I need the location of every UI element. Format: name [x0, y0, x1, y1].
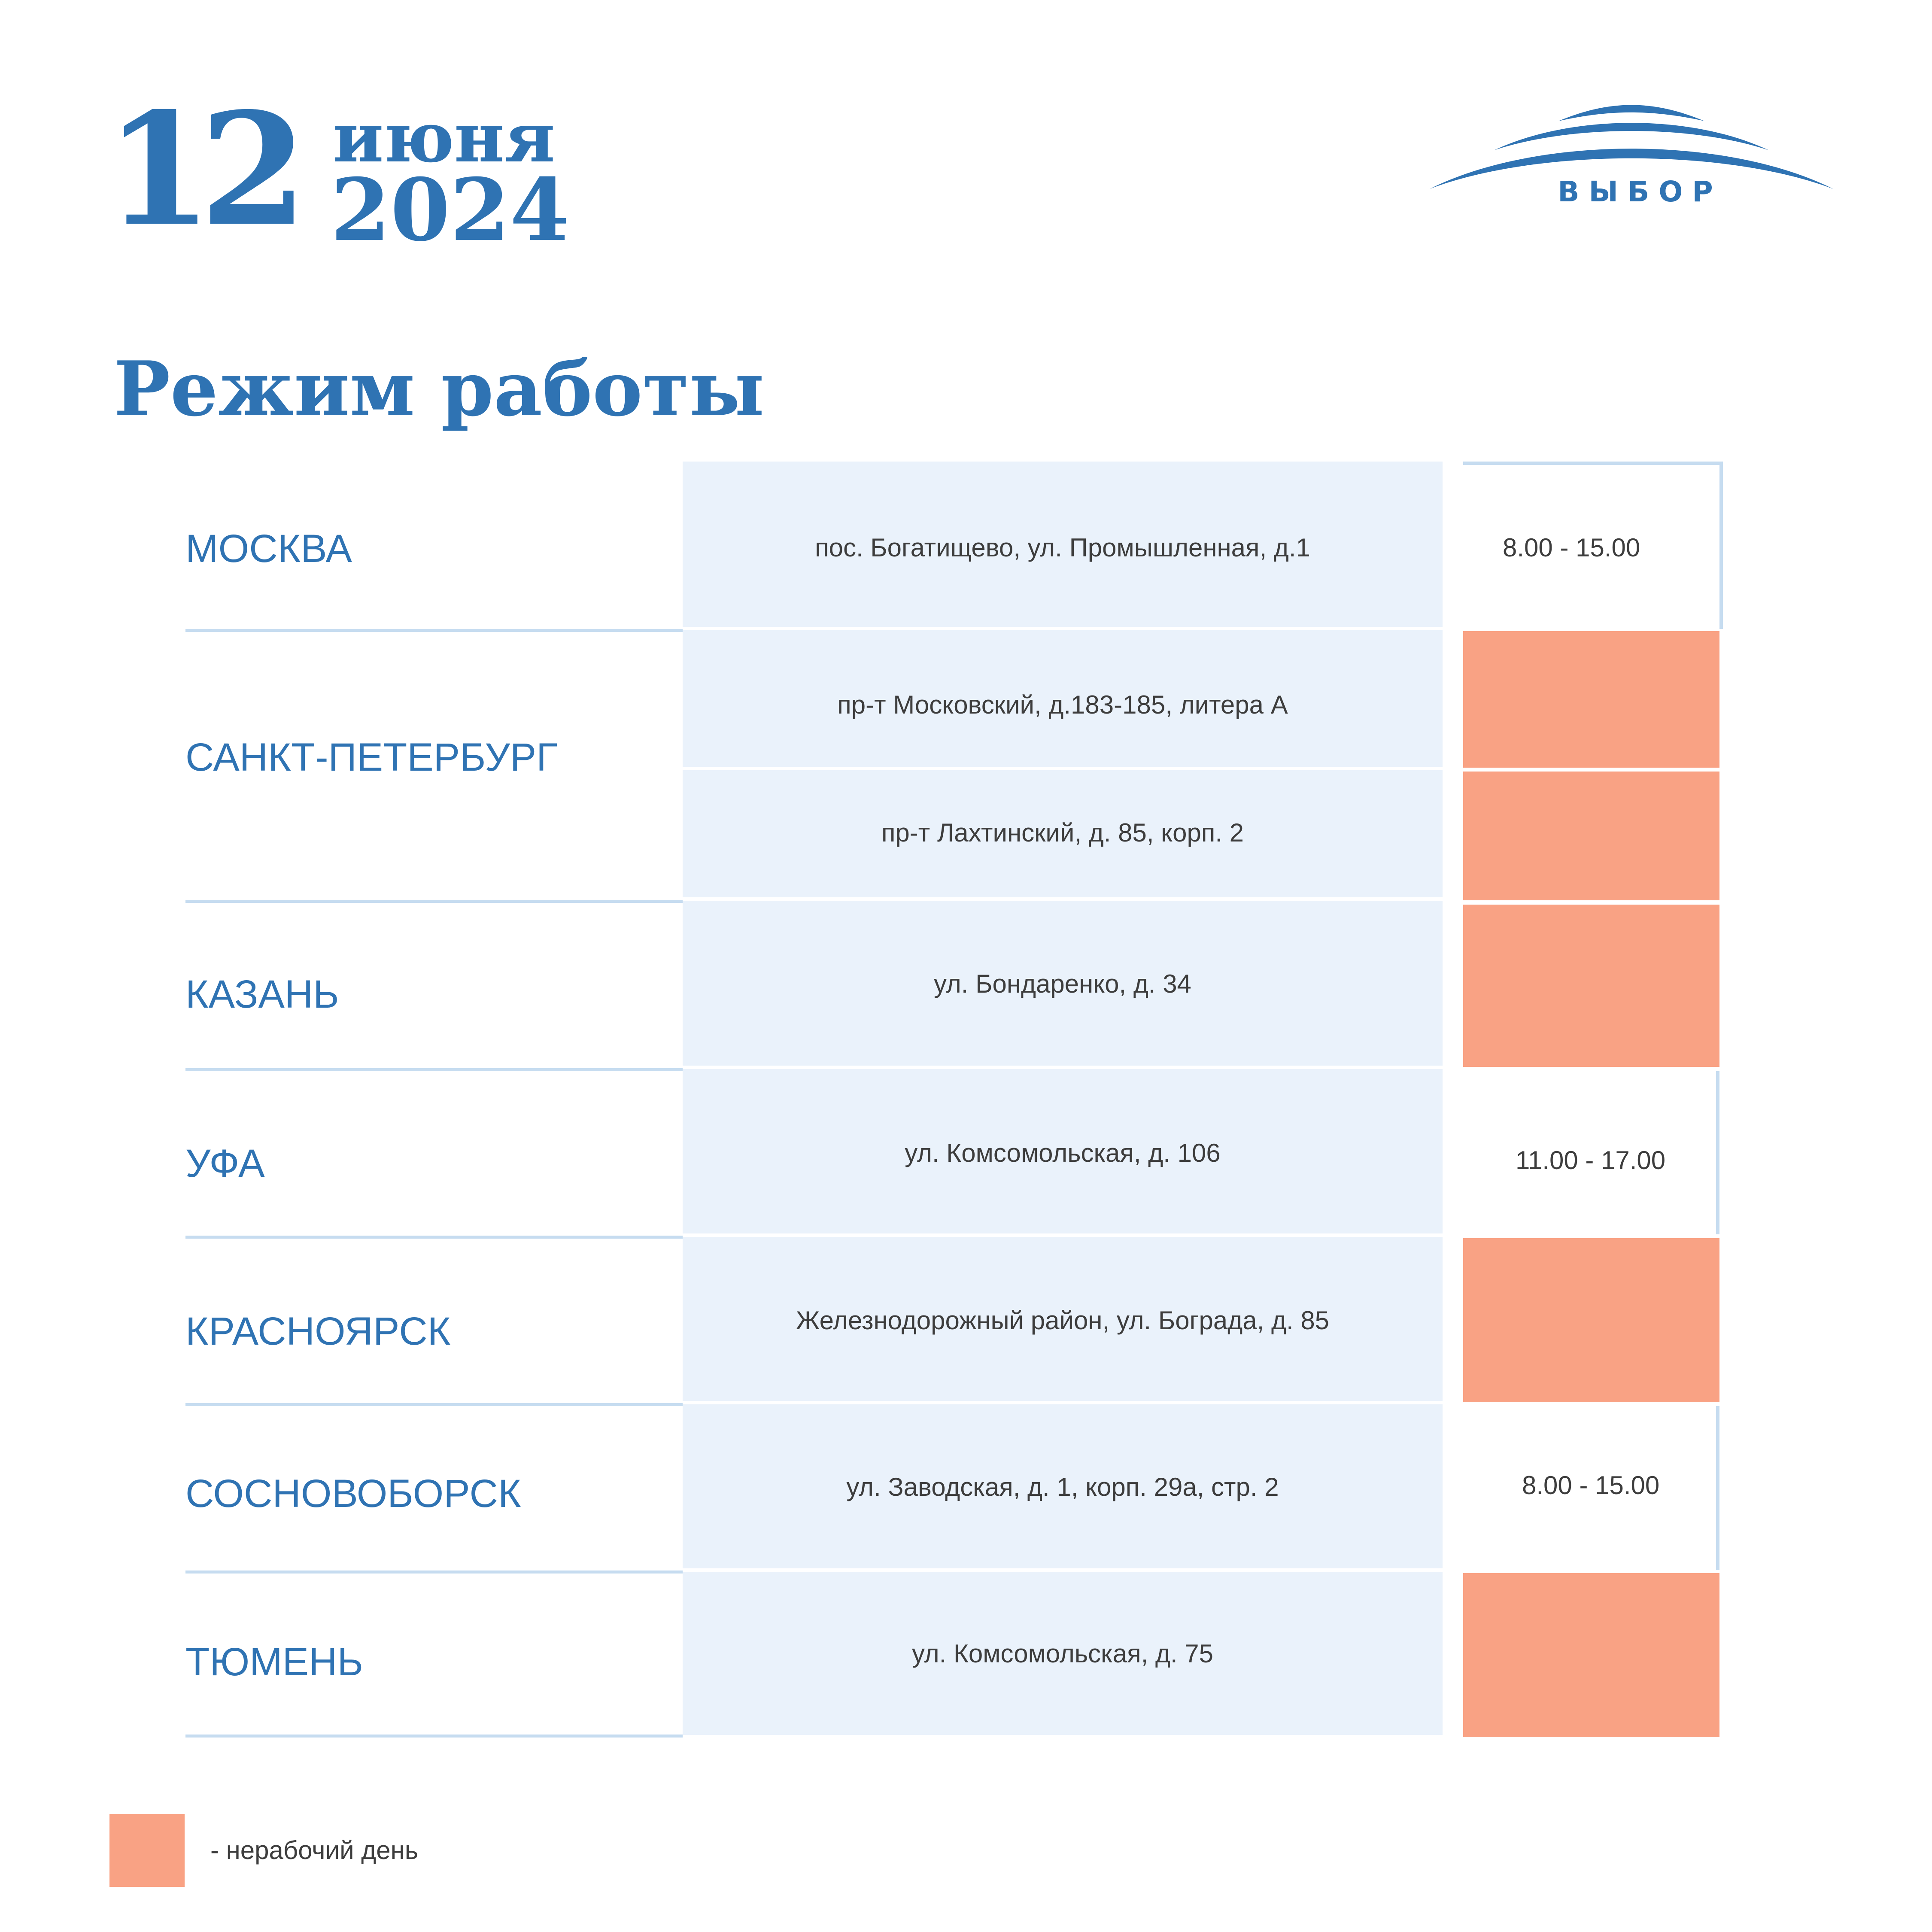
address-text: пр-т Московский, д.183-185, литера А [837, 690, 1288, 719]
address-cell-bg [683, 770, 1443, 897]
row-divider [185, 1735, 683, 1738]
address-cell-bg [683, 1237, 1443, 1401]
hours-text: 11.00 - 17.00 [1516, 1146, 1666, 1175]
row-divider [185, 900, 683, 903]
address-cell-bg [683, 1069, 1443, 1233]
address-cell-bg [683, 1404, 1443, 1568]
address-text: ул. Комсомольская, д. 106 [905, 1139, 1221, 1167]
date-year: 2024 [331, 160, 570, 261]
logo-text: ВЫБОР [1558, 175, 1722, 208]
address-cell-bg [683, 1572, 1443, 1735]
date-day: 12 [105, 79, 307, 260]
hours-top-border [1463, 462, 1723, 465]
city-label: ТЮМЕНЬ [185, 1640, 363, 1684]
address-text: пос. Богатищево, ул. Промышленная, д.1 [815, 533, 1310, 562]
nonworking-day-cell [1463, 1573, 1719, 1737]
nonworking-day-cell [1463, 631, 1719, 768]
hours-right-border [1716, 1406, 1719, 1570]
nonworking-day-cell [1463, 1238, 1719, 1402]
row-divider [185, 1571, 683, 1574]
address-text: пр-т Лахтинский, д. 85, корп. 2 [881, 818, 1244, 847]
row-divider [185, 1403, 683, 1406]
address-cell-bg [683, 901, 1443, 1066]
address-cell-bg [683, 462, 1443, 627]
row-divider [185, 629, 683, 632]
date-month: июня [333, 97, 556, 178]
city-label: САНКТ-ПЕТЕРБУРГ [185, 735, 558, 779]
address-cell-bg [683, 630, 1443, 767]
city-label: КАЗАНЬ [185, 972, 339, 1016]
hours-right-border [1716, 1071, 1719, 1234]
row-divider [185, 1068, 683, 1071]
legend-swatch [109, 1814, 185, 1887]
city-label: МОСКВА [185, 527, 352, 571]
city-label: СОСНОВОБОРСК [185, 1472, 521, 1516]
address-text: ул. Бондаренко, д. 34 [934, 969, 1191, 998]
hours-text: 8.00 - 15.00 [1522, 1471, 1660, 1500]
nonworking-day-cell [1463, 905, 1719, 1067]
nonworking-day-cell [1463, 772, 1719, 900]
hours-text: 8.00 - 15.00 [1503, 533, 1640, 562]
city-label: УФА [185, 1142, 265, 1185]
address-text: ул. Комсомольская, д. 75 [911, 1639, 1214, 1668]
vybor-logo-icon [1430, 105, 1833, 189]
address-text: ул. Заводская, д. 1, корп. 29а, стр. 2 [846, 1473, 1279, 1501]
address-text: Железнодорожный район, ул. Бограда, д. 8… [796, 1306, 1330, 1335]
page-title: Режим работы [114, 345, 765, 433]
hours-right-border [1719, 462, 1723, 629]
legend-text: - нерабочий день [210, 1836, 419, 1865]
row-divider [185, 1236, 683, 1239]
city-label: КРАСНОЯРСК [185, 1309, 451, 1353]
